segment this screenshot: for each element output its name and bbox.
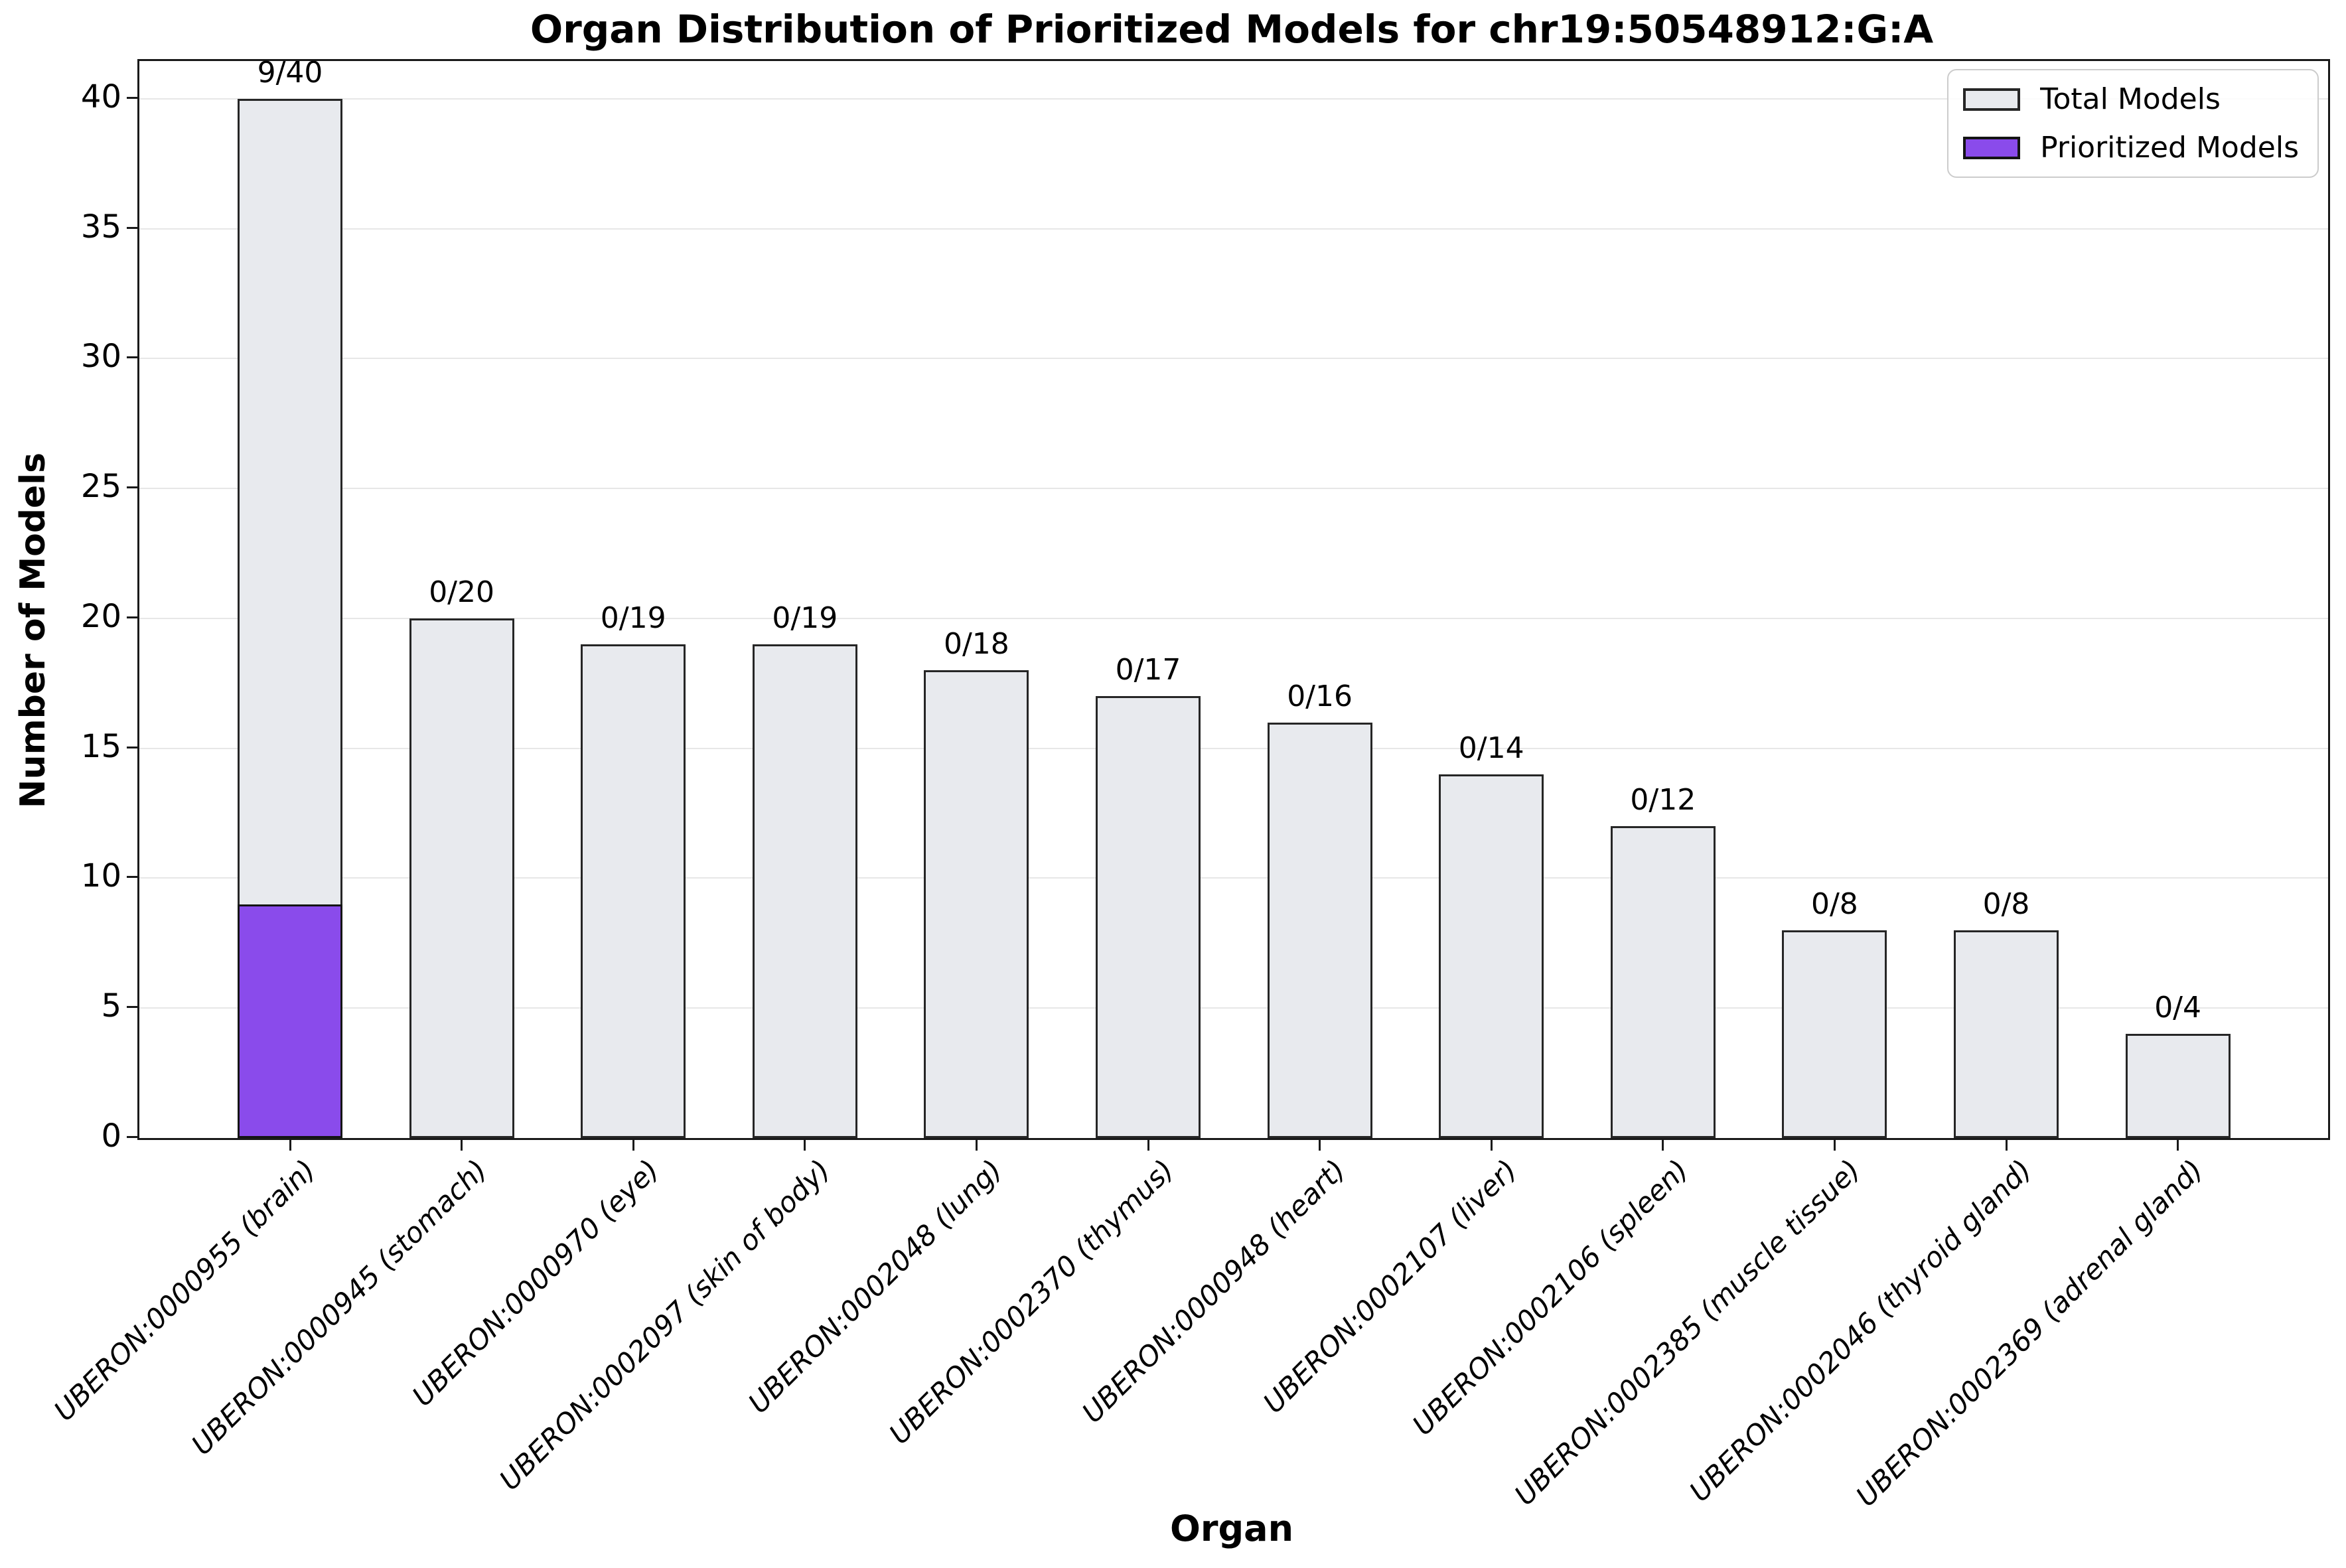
y-tick-label: 0	[101, 1117, 121, 1155]
y-tick-label: 35	[80, 208, 121, 246]
bar-total	[409, 618, 514, 1138]
bar-total	[1439, 774, 1544, 1138]
x-tick-label: UBERON:0002097 (skin of body)	[493, 1153, 837, 1497]
x-tick-label: UBERON:0002369 (adrenal gland)	[1850, 1153, 2210, 1513]
legend-label-total-models: Total Models	[2040, 82, 2221, 116]
y-tick	[127, 96, 137, 99]
y-tick	[127, 1006, 137, 1009]
y-tick	[127, 746, 137, 748]
plot-inner: 9/40 0/20 0/19 0/19 0/18 0/17 0/16 0/14 0/12 0/8 0…	[139, 56, 2328, 1138]
y-gridline	[139, 98, 2328, 100]
bar-value-label: 0/8	[1810, 887, 1858, 921]
y-tick-label: 25	[80, 468, 121, 506]
y-gridline	[139, 877, 2328, 879]
x-tick-label: UBERON:0002046 (thyroid gland)	[1683, 1153, 2038, 1508]
x-tick-label: UBERON:0002106 (spleen)	[1406, 1153, 1695, 1442]
x-tick-label: UBERON:0002385 (muscle tissue)	[1507, 1153, 1867, 1512]
bar-total	[1267, 722, 1372, 1138]
x-tick	[975, 1140, 978, 1151]
y-axis-label: Number of Models	[13, 452, 53, 809]
bar-total	[1610, 826, 1716, 1138]
x-tick	[1147, 1140, 1149, 1151]
x-axis-label: Organ	[1169, 1508, 1294, 1549]
x-tick	[1662, 1140, 1664, 1151]
legend-swatch-prioritized-models	[1963, 136, 2021, 159]
legend-item-total-models: Total Models	[1963, 82, 2299, 116]
bar-value-label: 0/18	[943, 627, 1009, 662]
y-tick	[127, 226, 137, 229]
y-gridline	[139, 228, 2328, 230]
bar-value-label: 0/4	[2154, 991, 2201, 1025]
x-tick	[804, 1140, 806, 1151]
bar-value-label: 0/8	[1982, 887, 2030, 921]
bar-total	[581, 644, 686, 1138]
y-tick	[127, 876, 137, 879]
x-tick	[289, 1140, 291, 1151]
x-tick-label: UBERON:0002370 (thymus)	[882, 1153, 1180, 1451]
bar-total	[1096, 696, 1201, 1138]
y-gridline	[139, 747, 2328, 749]
y-tick	[127, 1136, 137, 1138]
bar-value-label: 0/19	[600, 601, 666, 636]
bar-total	[1954, 930, 2059, 1138]
y-tick-label: 20	[80, 597, 121, 635]
y-tick	[127, 356, 137, 359]
y-tick	[127, 616, 137, 618]
y-gridline	[139, 358, 2328, 360]
chart-title: Organ Distribution of Prioritized Models…	[530, 7, 1934, 52]
bar-value-label: 0/14	[1458, 731, 1524, 765]
bar-total	[2125, 1034, 2231, 1138]
y-tick-label: 5	[101, 987, 121, 1025]
bar-value-label: 0/16	[1287, 679, 1353, 713]
bar-value-label: 0/20	[429, 575, 494, 609]
y-gridline	[139, 1007, 2328, 1009]
x-tick	[2005, 1140, 2008, 1151]
bar-total	[924, 670, 1029, 1138]
x-tick	[461, 1140, 463, 1151]
legend-label-prioritized-models: Prioritized Models	[2040, 131, 2299, 165]
x-tick	[1833, 1140, 1836, 1151]
y-tick	[127, 486, 137, 489]
legend-swatch-total-models	[1963, 88, 2021, 111]
bar-prioritized	[238, 904, 342, 1138]
x-tick-label: UBERON:0000945 (stomach)	[185, 1153, 494, 1462]
y-tick-label: 30	[80, 338, 121, 376]
y-gridline	[139, 617, 2328, 619]
bar-value-label: 0/19	[772, 601, 838, 636]
bar-total	[752, 644, 857, 1138]
x-tick	[632, 1140, 634, 1151]
bar-value-label: 9/40	[257, 55, 323, 90]
plot-area: 9/40 0/20 0/19 0/19 0/18 0/17 0/16 0/14 0/12 0/8 0…	[137, 56, 2330, 1140]
legend: Total Models Prioritized Models	[1947, 69, 2319, 178]
y-gridline	[139, 488, 2328, 490]
bar-total	[1782, 930, 1887, 1138]
bar-value-label: 0/12	[1630, 783, 1696, 818]
y-tick-label: 15	[80, 727, 121, 765]
bar-value-label: 0/17	[1115, 653, 1181, 687]
x-tick	[1490, 1140, 1493, 1151]
x-tick	[1319, 1140, 1321, 1151]
x-tick	[2177, 1140, 2179, 1151]
legend-item-prioritized-models: Prioritized Models	[1963, 131, 2299, 165]
y-tick-label: 10	[80, 857, 121, 895]
y-tick-label: 40	[80, 78, 121, 115]
